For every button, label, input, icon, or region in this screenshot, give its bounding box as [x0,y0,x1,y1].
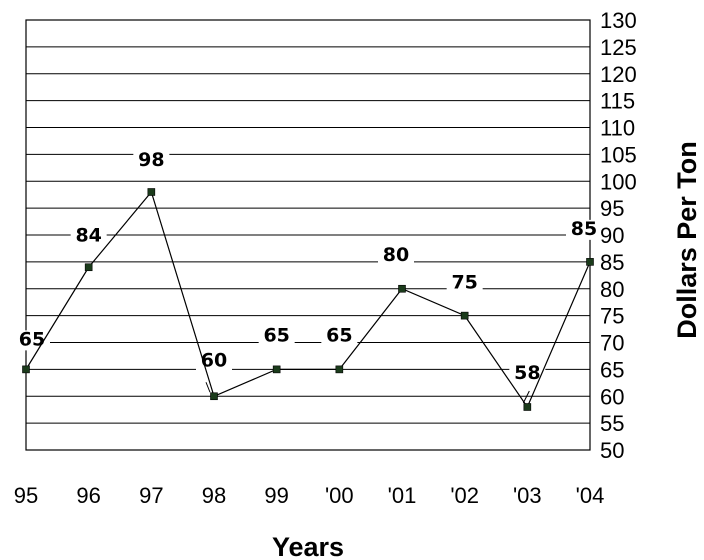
y-tick-label: 110 [600,116,635,141]
data-label-backdrop [70,226,107,247]
data-label: 75 [451,272,477,294]
y-tick-label: 50 [600,438,624,463]
data-point [147,188,156,196]
y-tick-label: 115 [600,89,635,114]
markers [22,188,594,411]
data-label: 98 [138,149,164,171]
series-layer [25,190,591,409]
data-point [84,263,93,272]
y-tick-label: 85 [600,250,624,275]
y-tick-label: 90 [600,223,624,248]
label-leader [522,390,530,404]
data-point [210,392,218,401]
data-point [460,311,469,320]
data-label-backdrop [321,326,358,347]
data-label-backdrop [258,326,295,347]
data-label-backdrop [378,245,414,266]
y-tick-label: 70 [600,331,624,356]
data-label: 65 [19,328,45,350]
x-tick-label: 97 [139,483,163,508]
x-tick-label: 99 [264,483,288,508]
data-point [523,403,532,411]
y-tick-label: 65 [600,357,624,382]
x-axis-title: Years [272,532,344,560]
y-tick-label: 105 [600,142,637,167]
x-tick-labels: 95 96 97 98 99 '00 '01 '02 '03 '04 [14,483,605,508]
x-tick-label: '01 [388,483,417,508]
y-tick-labels: 5055606570758085909510010511011512012513… [600,8,637,463]
y-tick-label: 120 [600,62,637,87]
data-label-backdrop [566,219,602,240]
y-tick-label: 60 [600,384,624,409]
data-label-backdrop [509,364,546,384]
x-tick-label: 95 [14,483,38,508]
data-point [335,365,344,374]
data-label: 85 [571,218,597,240]
data-point [272,365,281,374]
data-label: 84 [75,224,101,246]
series-line [25,190,591,409]
label-leaders [205,382,530,404]
label-leader [205,382,211,393]
x-tick-label: '00 [325,483,354,508]
data-label-backdrop [446,273,483,294]
data-labels: 65 84 98 60 65 65 80 75 58 85 [19,149,597,384]
data-label: 65 [263,324,289,346]
data-label-backdrop [133,151,170,171]
y-tick-label: 125 [600,35,637,60]
data-label: 65 [326,324,352,346]
y-axis-title: Dollars Per Ton [672,141,702,339]
y-tick-label: 75 [600,304,624,329]
gridlines [14,19,602,451]
x-tick-label: 96 [76,483,100,508]
y-tick-label: 95 [600,196,624,221]
x-tick-label: 98 [202,483,226,508]
y-tick-label: 80 [600,277,624,302]
x-tick-label: '03 [513,483,542,508]
data-point [398,284,406,293]
data-label: 58 [514,362,540,384]
data-label: 60 [201,349,227,371]
y-tick-label: 130 [600,8,637,33]
y-tick-label: 55 [600,411,624,436]
data-label: 80 [383,244,409,266]
y-tick-label: 100 [600,169,637,194]
data-point [22,365,30,374]
data-point [586,258,594,266]
x-tick-label: '04 [576,483,605,508]
x-tick-label: '02 [450,483,479,508]
